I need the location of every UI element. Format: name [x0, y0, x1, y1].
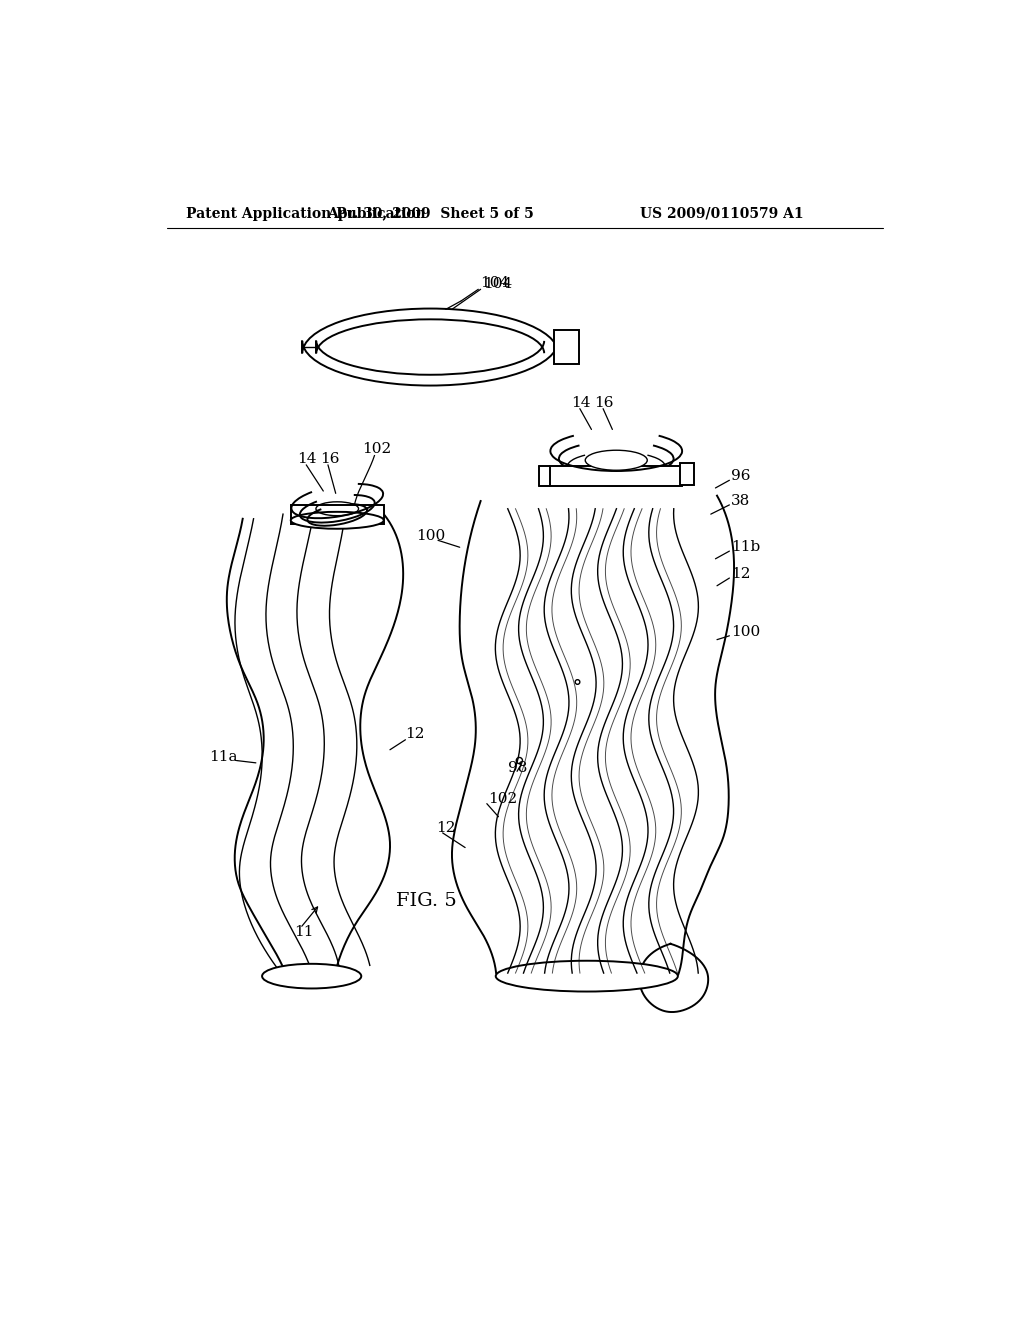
Text: 11a: 11a: [209, 751, 238, 764]
Ellipse shape: [496, 961, 678, 991]
Text: FIG. 5: FIG. 5: [396, 892, 457, 911]
Polygon shape: [680, 463, 693, 484]
Text: 16: 16: [321, 451, 340, 466]
Text: Apr. 30, 2009  Sheet 5 of 5: Apr. 30, 2009 Sheet 5 of 5: [327, 207, 534, 220]
Text: 38: 38: [731, 494, 751, 508]
Polygon shape: [554, 330, 579, 364]
Ellipse shape: [291, 512, 384, 529]
Text: 102: 102: [362, 442, 391, 457]
Text: 16: 16: [595, 396, 614, 411]
Text: 96: 96: [731, 469, 751, 483]
Text: 11: 11: [295, 925, 314, 940]
Text: 98: 98: [508, 762, 527, 775]
Text: Patent Application Publication: Patent Application Publication: [186, 207, 426, 220]
Text: 102: 102: [488, 792, 517, 807]
Text: 104: 104: [480, 276, 510, 290]
Text: 14: 14: [297, 451, 316, 466]
Text: 11b: 11b: [731, 540, 760, 554]
Polygon shape: [291, 506, 384, 524]
Text: US 2009/0110579 A1: US 2009/0110579 A1: [640, 207, 803, 220]
Ellipse shape: [262, 964, 361, 989]
Polygon shape: [550, 466, 682, 486]
Text: 100: 100: [731, 624, 760, 639]
Text: 12: 12: [406, 727, 425, 742]
Text: 104: 104: [483, 277, 512, 290]
Text: 12: 12: [731, 568, 751, 581]
Text: 12: 12: [436, 821, 456, 836]
Ellipse shape: [586, 450, 647, 470]
Text: 100: 100: [417, 529, 445, 543]
Text: 14: 14: [571, 396, 591, 411]
